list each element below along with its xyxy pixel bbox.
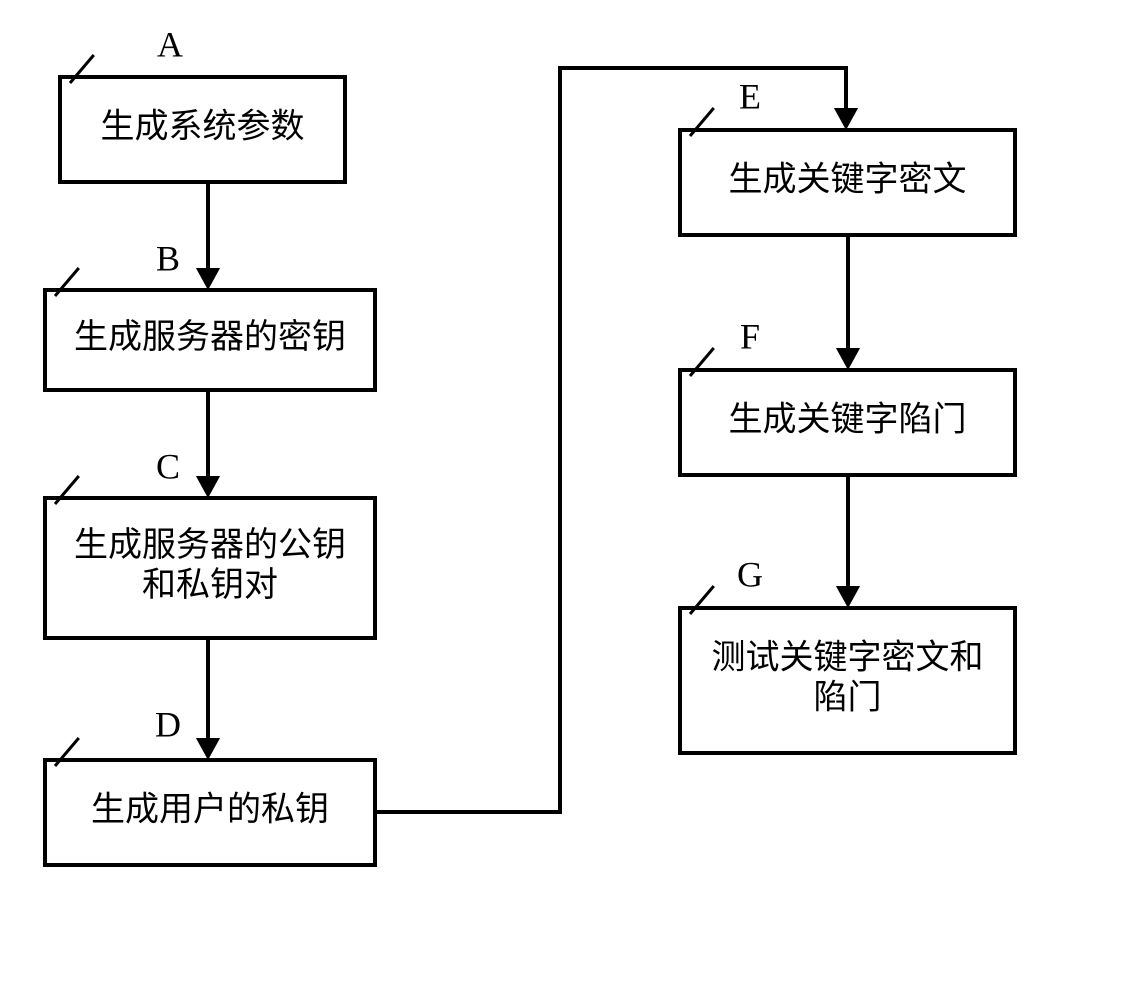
node-text: 生成服务器的密钥 xyxy=(74,318,346,356)
node-text: 生成服务器的公钥 xyxy=(74,526,346,564)
node-label-a: A xyxy=(157,24,183,64)
node-label-d: D xyxy=(155,704,181,744)
node-text: 生成关键字陷门 xyxy=(729,400,967,438)
node-label-b: B xyxy=(156,238,180,278)
node-text: 和私钥对 xyxy=(142,566,278,604)
node-label-f: F xyxy=(740,316,760,356)
node-text: 生成系统参数 xyxy=(101,107,305,145)
node-text: 测试关键字密文和 xyxy=(712,638,984,676)
node-label-e: E xyxy=(739,76,761,116)
node-text: 陷门 xyxy=(814,678,882,716)
flow-node-a: 生成系统参数 A xyxy=(60,24,345,182)
node-label-c: C xyxy=(156,446,180,486)
node-label-g: G xyxy=(737,554,763,594)
node-text: 生成关键字密文 xyxy=(729,160,967,198)
node-text: 生成用户的私钥 xyxy=(91,790,329,828)
